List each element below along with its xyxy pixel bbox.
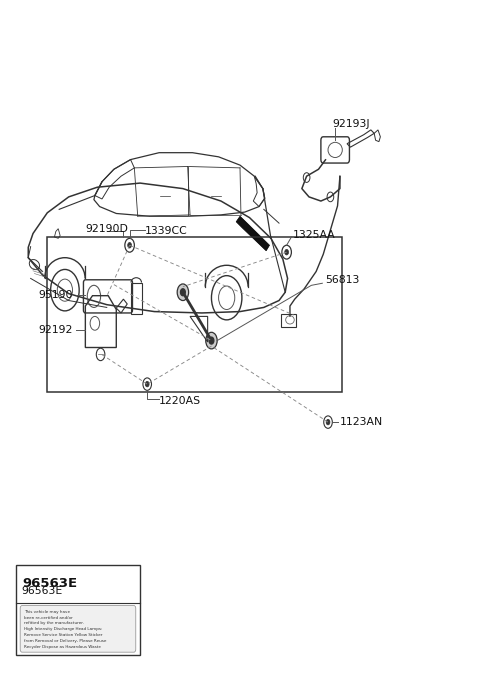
Circle shape (326, 419, 330, 425)
Text: 56813: 56813 (324, 275, 359, 285)
Text: 1220AS: 1220AS (159, 396, 201, 407)
Text: 1339CC: 1339CC (145, 227, 188, 236)
Text: refitted by the manufacturer.: refitted by the manufacturer. (24, 621, 84, 626)
Text: 92190D: 92190D (85, 224, 128, 234)
Bar (48, 237, 342, 393)
Circle shape (177, 284, 189, 300)
Text: been re-certified and/or: been re-certified and/or (24, 616, 73, 620)
Text: 96563E: 96563E (21, 586, 62, 596)
Text: 1325AA: 1325AA (292, 230, 335, 240)
Circle shape (128, 243, 132, 248)
Text: This vehicle may have: This vehicle may have (24, 610, 71, 614)
Bar (281, 314, 296, 327)
Text: 95190: 95190 (38, 290, 72, 300)
Circle shape (285, 250, 288, 255)
Text: 92193J: 92193J (333, 120, 371, 129)
Text: Recyder Dispose as Hazardous Waste: Recyder Dispose as Hazardous Waste (24, 645, 101, 649)
Polygon shape (236, 216, 269, 251)
Text: High Intensity Discharge Head Lamps:: High Intensity Discharge Head Lamps: (24, 628, 103, 631)
Circle shape (145, 382, 149, 387)
Circle shape (180, 289, 185, 295)
Text: from Removal or Delivery, Please Reuse: from Removal or Delivery, Please Reuse (24, 639, 107, 643)
Circle shape (209, 337, 214, 344)
Text: Remove Service Station Yellow Sticker: Remove Service Station Yellow Sticker (24, 633, 103, 637)
FancyBboxPatch shape (20, 605, 136, 652)
Circle shape (206, 332, 217, 349)
Bar (16, 565, 140, 655)
Text: 1123AN: 1123AN (340, 417, 383, 427)
Text: 96563E: 96563E (22, 578, 77, 591)
Text: 92192: 92192 (38, 325, 72, 335)
